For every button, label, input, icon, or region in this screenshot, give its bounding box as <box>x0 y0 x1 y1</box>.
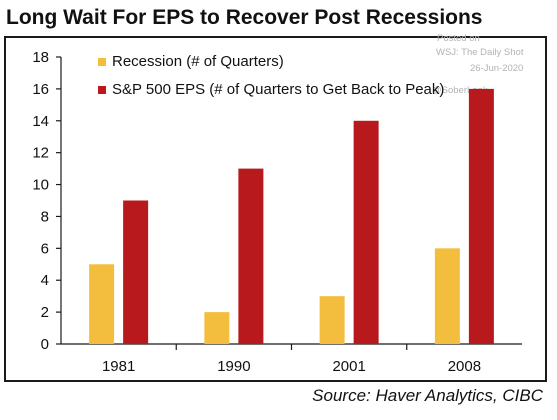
watermark-posted-on: Posted on <box>437 33 480 44</box>
legend-swatch-eps <box>98 86 106 94</box>
x-tick-label: 1981 <box>102 358 135 375</box>
watermark-handle: @SoberLook <box>432 85 488 96</box>
x-tick-label: 2008 <box>448 358 481 375</box>
y-tick-label: 6 <box>41 240 49 257</box>
bar-eps-1990 <box>238 168 264 344</box>
chart-frame <box>4 36 547 382</box>
legend-label-recession: Recession (# of Quarters) <box>112 53 284 70</box>
bar-eps-1981 <box>123 200 149 344</box>
bar-recession-2008 <box>434 248 460 344</box>
y-tick-label: 18 <box>32 49 49 66</box>
bar-recession-1990 <box>204 312 230 344</box>
y-tick-label: 8 <box>41 208 49 225</box>
y-tick-label: 16 <box>32 81 49 98</box>
x-tick-label: 1990 <box>217 358 250 375</box>
watermark-date: 26-Jun-2020 <box>470 63 524 74</box>
y-tick-label: 14 <box>32 113 49 130</box>
chart-title: Long Wait For EPS to Recover Post Recess… <box>6 6 483 29</box>
y-tick-label: 0 <box>41 336 49 353</box>
y-tick-label: 4 <box>41 272 49 289</box>
bar-recession-2001 <box>319 296 345 344</box>
y-tick-label: 10 <box>32 177 49 194</box>
y-tick-label: 12 <box>32 145 49 162</box>
legend-swatch-recession <box>98 58 106 66</box>
source-note: Source: Haver Analytics, CIBC <box>312 386 543 405</box>
bar-eps-2008 <box>468 88 494 344</box>
bar-eps-2001 <box>353 120 379 345</box>
legend-label-eps: S&P 500 EPS (# of Quarters to Get Back t… <box>112 81 444 98</box>
watermark-source: WSJ: The Daily Shot <box>436 47 524 58</box>
y-tick-label: 2 <box>41 304 49 321</box>
bar-recession-1981 <box>89 264 115 344</box>
x-tick-label: 2001 <box>332 358 365 375</box>
